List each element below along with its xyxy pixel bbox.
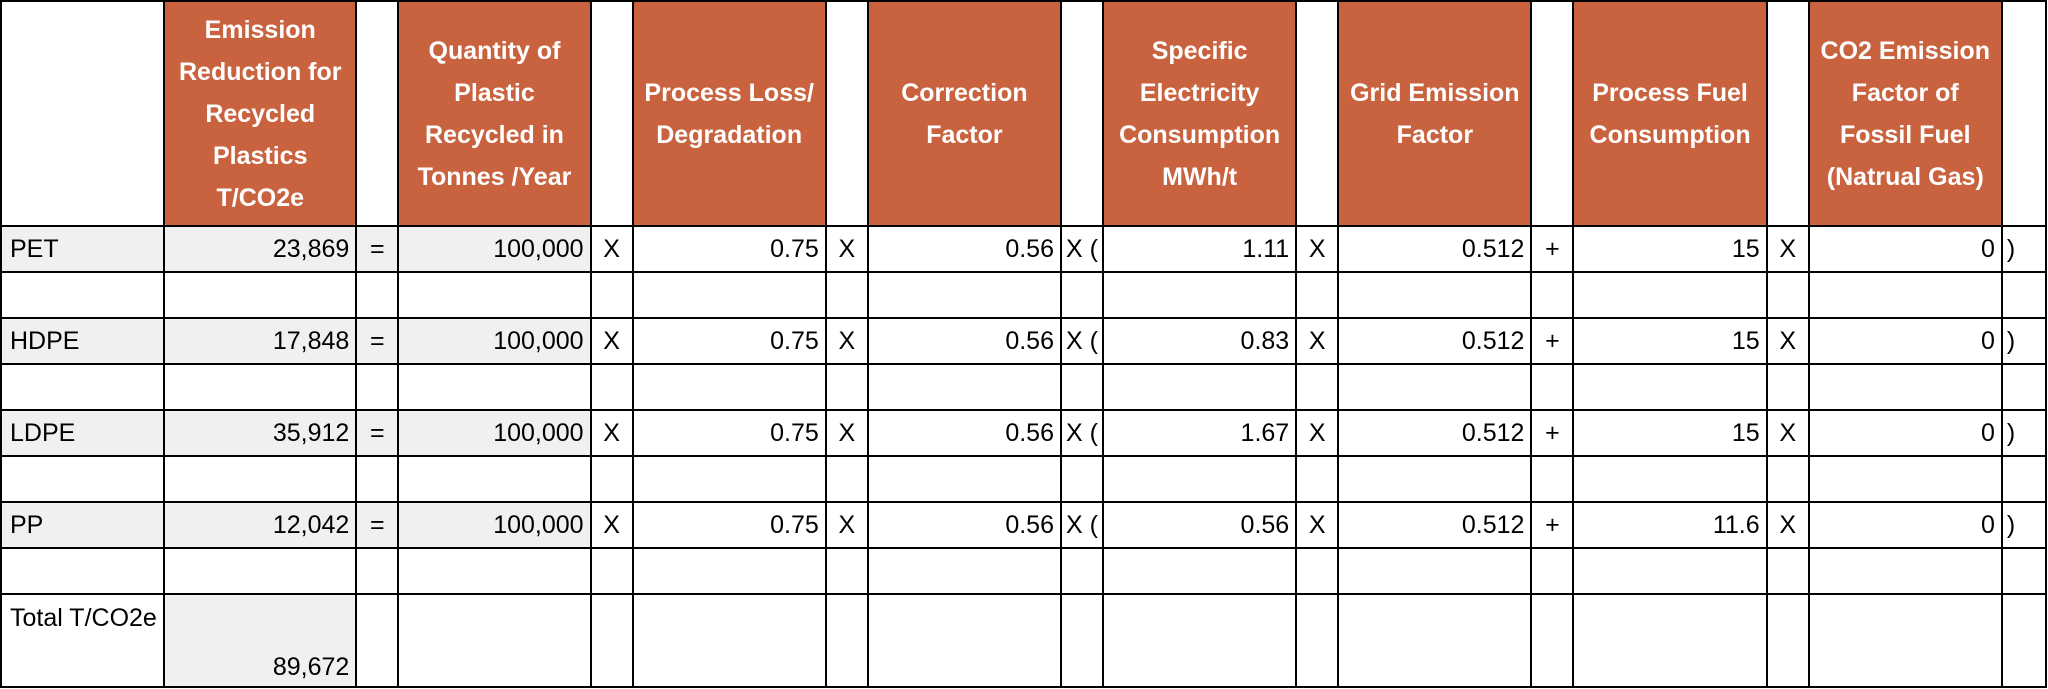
correction-value: 0.56 — [866, 409, 1063, 457]
multiply-sign: X — [824, 409, 869, 457]
reduction-value: 12,042 — [163, 501, 358, 549]
multiply-sign: X — [824, 501, 869, 549]
header-co2-factor: CO2 Emission Factor of Fossil Fuel (Natr… — [1807, 0, 2003, 227]
multiply-sign: X — [1295, 317, 1340, 365]
row-label: HDPE — [0, 317, 166, 365]
electricity-value: 1.11 — [1102, 225, 1298, 273]
correction-value: 0.56 — [866, 225, 1063, 273]
multiply-sign: X — [1295, 501, 1340, 549]
equals-sign: = — [355, 409, 400, 457]
plus-sign: + — [1530, 317, 1575, 365]
table-row-hdpe: HDPE 17,848 = 100,000 X 0.75 X 0.56 X ( … — [0, 317, 2048, 365]
electricity-value: 0.56 — [1102, 501, 1298, 549]
close-paren: ) — [2000, 317, 2048, 365]
co2-value: 0 — [1807, 501, 2003, 549]
spacer-cell — [355, 0, 400, 227]
table-row-ldpe: LDPE 35,912 = 100,000 X 0.75 X 0.56 X ( … — [0, 409, 2048, 457]
co2-value: 0 — [1807, 225, 2003, 273]
plus-sign: + — [1530, 409, 1575, 457]
multiply-sign: X — [1765, 409, 1810, 457]
fuel-value: 15 — [1572, 409, 1768, 457]
grid-value: 0.512 — [1337, 409, 1533, 457]
electricity-value: 0.83 — [1102, 317, 1298, 365]
quantity-value: 100,000 — [397, 317, 592, 365]
total-value: 89,672 — [163, 593, 358, 688]
co2-value: 0 — [1807, 409, 2003, 457]
reduction-value: 35,912 — [163, 409, 358, 457]
multiply-open-paren: X ( — [1059, 501, 1105, 549]
multiply-open-paren: X ( — [1059, 409, 1105, 457]
spacer-cell — [1765, 0, 1810, 227]
row-label: PET — [0, 225, 166, 273]
header-correction-factor: Correction Factor — [866, 0, 1063, 227]
multiply-sign: X — [1765, 225, 1810, 273]
plus-sign: + — [1530, 501, 1575, 549]
close-paren: ) — [2000, 225, 2048, 273]
blank-row — [0, 271, 2048, 319]
spacer-cell — [2000, 0, 2048, 227]
co2-value: 0 — [1807, 317, 2003, 365]
fuel-value: 11.6 — [1572, 501, 1768, 549]
multiply-sign: X — [1295, 225, 1340, 273]
header-electricity: Specific Electricity Consumption MWh/t — [1102, 0, 1298, 227]
header-row: Emission Reduction for Recycled Plastics… — [0, 0, 2048, 227]
header-quantity: Quantity of Plastic Recycled in Tonnes /… — [397, 0, 592, 227]
total-row: Total T/CO2e 89,672 — [0, 593, 2048, 688]
equals-sign: = — [355, 317, 400, 365]
grid-value: 0.512 — [1337, 317, 1533, 365]
multiply-sign: X — [1765, 317, 1810, 365]
blank-row — [0, 547, 2048, 595]
multiply-open-paren: X ( — [1059, 317, 1105, 365]
quantity-value: 100,000 — [397, 409, 592, 457]
row-label: PP — [0, 501, 166, 549]
header-grid-emission: Grid Emission Factor — [1337, 0, 1533, 227]
reduction-value: 23,869 — [163, 225, 358, 273]
multiply-sign: X — [589, 317, 634, 365]
total-label: Total T/CO2e — [0, 593, 166, 688]
corner-cell — [0, 0, 166, 227]
reduction-value: 17,848 — [163, 317, 358, 365]
header-process-fuel: Process Fuel Consumption — [1572, 0, 1768, 227]
quantity-value: 100,000 — [397, 501, 592, 549]
multiply-sign: X — [589, 501, 634, 549]
equals-sign: = — [355, 501, 400, 549]
correction-value: 0.56 — [866, 501, 1063, 549]
loss-value: 0.75 — [631, 501, 827, 549]
multiply-open-paren: X ( — [1059, 225, 1105, 273]
blank-row — [0, 455, 2048, 503]
header-process-loss: Process Loss/ Degradation — [631, 0, 827, 227]
multiply-sign: X — [589, 225, 634, 273]
multiply-sign: X — [1295, 409, 1340, 457]
header-emission-reduction: Emission Reduction for Recycled Plastics… — [163, 0, 358, 227]
blank-row — [0, 363, 2048, 411]
plus-sign: + — [1530, 225, 1575, 273]
multiply-sign: X — [824, 225, 869, 273]
fuel-value: 15 — [1572, 225, 1768, 273]
equals-sign: = — [355, 225, 400, 273]
electricity-value: 1.67 — [1102, 409, 1298, 457]
correction-value: 0.56 — [866, 317, 1063, 365]
multiply-sign: X — [824, 317, 869, 365]
spacer-cell — [1295, 0, 1340, 227]
loss-value: 0.75 — [631, 225, 827, 273]
close-paren: ) — [2000, 409, 2048, 457]
loss-value: 0.75 — [631, 409, 827, 457]
spacer-cell — [1530, 0, 1575, 227]
spacer-cell — [1059, 0, 1105, 227]
loss-value: 0.75 — [631, 317, 827, 365]
multiply-sign: X — [1765, 501, 1810, 549]
quantity-value: 100,000 — [397, 225, 592, 273]
table-row-pet: PET 23,869 = 100,000 X 0.75 X 0.56 X ( 1… — [0, 225, 2048, 273]
spacer-cell — [589, 0, 634, 227]
multiply-sign: X — [589, 409, 634, 457]
close-paren: ) — [2000, 501, 2048, 549]
spacer-cell — [824, 0, 869, 227]
fuel-value: 15 — [1572, 317, 1768, 365]
row-label: LDPE — [0, 409, 166, 457]
grid-value: 0.512 — [1337, 501, 1533, 549]
table-row-pp: PP 12,042 = 100,000 X 0.75 X 0.56 X ( 0.… — [0, 501, 2048, 549]
grid-value: 0.512 — [1337, 225, 1533, 273]
